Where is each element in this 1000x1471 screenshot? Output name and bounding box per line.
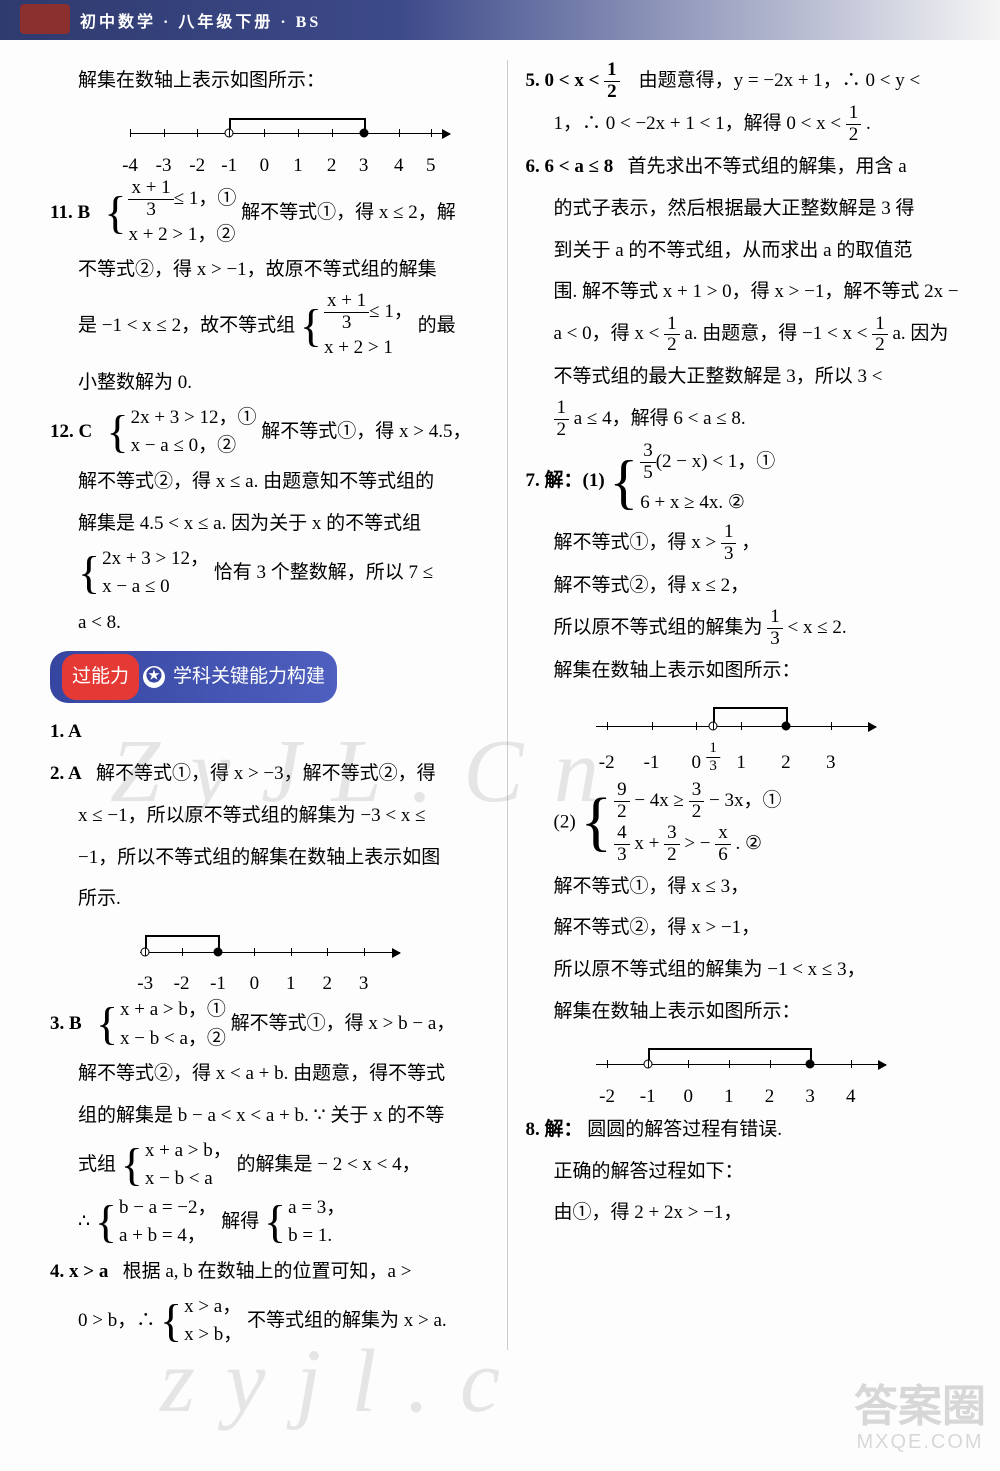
q7: 7. 解：(1) { 35(2 − x) < 1，① 6 + x ≥ 4x. ②… [526,441,965,1103]
q6: 6. 6 < a ≤ 8 首先求出不等式组的解集，用含 a 的式子表示，然后根据… [526,146,965,441]
pill-icon: ✪ [143,666,165,688]
numline-q2: -3 -2 -1 0 1 2 3 [140,926,400,990]
numline-q7b: -2 -1 0 1 2 3 4 [596,1039,886,1103]
q3: 3. B { x + a > b，① x − b < a，② 解不等式①，得 x… [50,996,489,1251]
q11-t2: 不等式②，得 x > −1，故原不等式组的解集 [78,249,489,291]
q11-label: 11. B [50,202,90,223]
content-columns: 解集在数轴上表示如图所示： -4 -3 -2 -1 0 1 2 3 4 5 11… [0,40,1000,1360]
numline-q7a: -2 -1 0 13 1 2 3 [596,698,876,774]
q4: 4. x > a 根据 a, b 在数轴上的位置可知，a > 0 > b，∴ {… [50,1251,489,1350]
right-column: 5. 0 < x < 12 由题意得，y = −2x + 1，∴ 0 < y <… [508,60,965,1350]
numline-intro: -4 -3 -2 -1 0 1 2 3 4 5 [130,108,450,172]
section-pill: 过能力 ✪ 学科关键能力构建 [50,651,337,703]
q2: 2. A 解不等式①，得 x > −3，解不等式②，得 x ≤ −1，所以原不等… [50,753,489,990]
q5: 5. 0 < x < 12 由题意得，y = −2x + 1，∴ 0 < y <… [526,60,965,146]
q11: 11. B { x + 13≤ 1，① x + 2 > 1，② 解不等式①，得 … [50,178,489,404]
q1: 1. A [50,711,489,753]
header-badge [20,4,70,34]
left-column: 解集在数轴上表示如图所示： -4 -3 -2 -1 0 1 2 3 4 5 11… [50,60,508,1350]
watermark-logo: 答案圈 MXQE.COM [854,1383,986,1453]
intro-text: 解集在数轴上表示如图所示： [78,60,489,102]
pill-right: 学科关键能力构建 [173,656,325,698]
q11-t1: 解不等式①，得 x ≤ 2，解 [241,202,456,223]
q12: 12. C { 2x + 3 > 12，① x − a ≤ 0，② 解不等式①，… [50,404,489,643]
header-title: 初中数学 · 八年级下册 · BS [80,8,321,32]
page-header: 初中数学 · 八年级下册 · BS [0,0,1000,40]
pill-left: 过能力 [62,654,139,700]
q8: 8. 解： 圆圆的解答过程有错误. 正确的解答过程如下： 由①，得 2 + 2x… [526,1109,965,1234]
q12-label: 12. C [50,421,92,442]
